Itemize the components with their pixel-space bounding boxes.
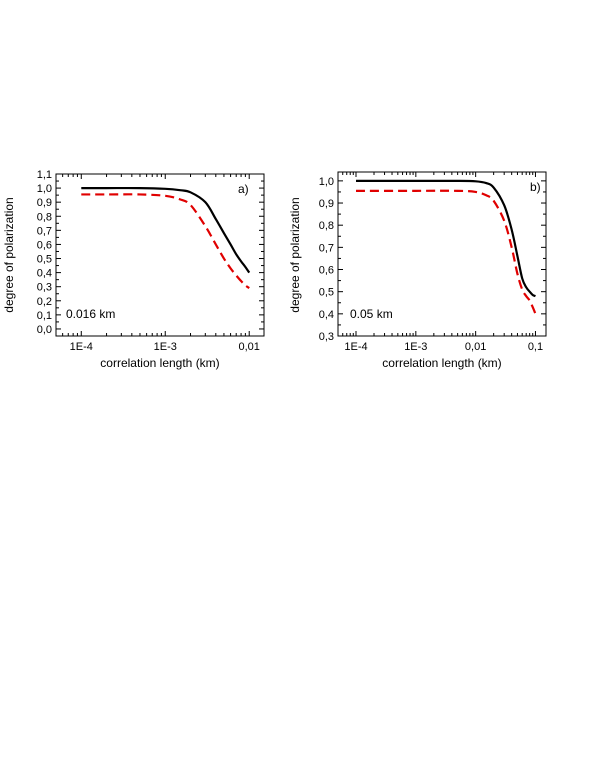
panel-a: 0,0 0,1 0,2 0,3 0,4 0,5 0,6 0,7 0,8 0,9 1,0 1,1 1E-4… bbox=[2, 169, 265, 370]
x-axis-title: correlation length (km) bbox=[382, 356, 501, 370]
y-tick-label: 0,5 bbox=[319, 287, 334, 299]
y-tick-label: 0,6 bbox=[37, 239, 52, 251]
panel-b: 0,30,40,50,60,70,80,91,01E-4 1E-3 0,01 0,1 … bbox=[288, 171, 547, 370]
series-group bbox=[81, 186, 251, 289]
y-tick-label: 0,7 bbox=[37, 225, 52, 237]
x-tick-label: 0,1 bbox=[528, 341, 543, 353]
series-group bbox=[356, 179, 537, 315]
y-tick-label: 0,7 bbox=[319, 242, 334, 254]
x-axis-title: correlation length (km) bbox=[100, 356, 219, 370]
series-line-solid bbox=[356, 179, 536, 298]
y-tick-label: 0,0 bbox=[37, 324, 52, 336]
y-tick-label: 0,3 bbox=[37, 282, 52, 294]
y-tick-label: 0,9 bbox=[37, 197, 52, 209]
x-tick-label: 1E-4 bbox=[70, 341, 93, 353]
y-tick-label: 0,8 bbox=[319, 220, 334, 232]
x-tick-label: 0,01 bbox=[239, 341, 260, 353]
y-tick-label: 1,0 bbox=[319, 176, 334, 188]
x-tick-label: 1E-3 bbox=[154, 341, 177, 353]
y-tick-label: 0,6 bbox=[319, 265, 334, 277]
y-tick-label: 0,2 bbox=[37, 296, 52, 308]
series-line-dashed bbox=[81, 193, 250, 289]
series-line-solid bbox=[81, 186, 251, 274]
y-tick-label: 0,9 bbox=[319, 198, 334, 210]
y-tick-label: 0,5 bbox=[37, 254, 52, 266]
plot-frame bbox=[337, 171, 547, 337]
ticks: 0,3 0,4 0,5 0,6 0,7 0,8 0,9 1,0 1E-4 1E-3 0,01 0,1 bbox=[319, 172, 546, 353]
y-axis-title: degree of polarization bbox=[2, 197, 16, 312]
y-tick-label: 0,3 bbox=[319, 331, 334, 343]
y-tick-label: 0,4 bbox=[319, 309, 334, 321]
y-tick-label: 0,8 bbox=[37, 211, 52, 223]
x-tick-label: 1E-3 bbox=[404, 341, 427, 353]
y-tick-label: 0,1 bbox=[37, 310, 52, 322]
series-line-dashed bbox=[356, 189, 537, 315]
annotation: 0.016 km bbox=[66, 307, 115, 321]
y-axis-title: degree of polarization bbox=[288, 197, 302, 312]
y-tick-label: 0,4 bbox=[37, 268, 52, 280]
panel-label: b) bbox=[530, 180, 541, 194]
annotation: 0.05 km bbox=[350, 307, 393, 321]
y-tick-label: 1,0 bbox=[37, 183, 52, 195]
ticks: 0,0 0,1 0,2 0,3 0,4 0,5 0,6 0,7 0,8 0,9 1,0 1,1 1E-4… bbox=[37, 169, 264, 353]
x-tick-label: 1E-4 bbox=[344, 341, 367, 353]
panel-label: a) bbox=[238, 182, 249, 196]
x-tick-label: 0,01 bbox=[465, 341, 486, 353]
plot-frame bbox=[55, 173, 265, 337]
y-tick-label: 1,1 bbox=[37, 169, 52, 181]
